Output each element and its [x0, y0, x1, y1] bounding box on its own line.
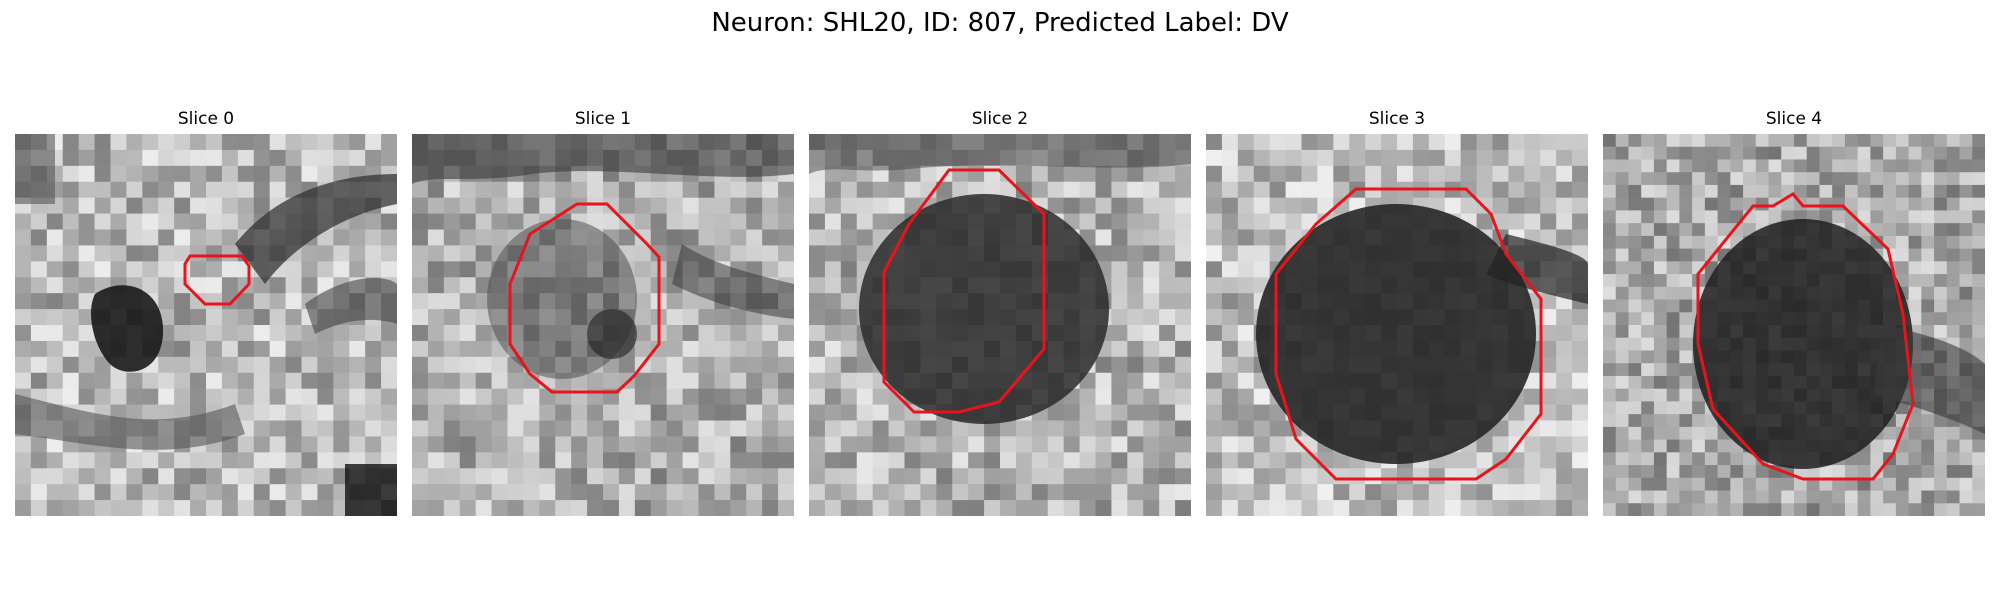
dark-fiber: [1873, 324, 1985, 434]
dark-fiber: [15, 394, 245, 450]
dark-fiber: [412, 134, 794, 184]
contour-line: [508, 202, 661, 394]
dark-corner: [345, 464, 397, 516]
contour-line: [1696, 192, 1915, 481]
slice-image-0-svg: [15, 134, 397, 516]
cell-body: [587, 309, 637, 359]
dark-fiber: [305, 278, 397, 334]
slice-title-2: Slice 2: [971, 109, 1029, 129]
slice-image-1-svg: [412, 134, 794, 516]
slice-title-4: Slice 4: [1765, 109, 1823, 129]
dark-fiber: [809, 134, 1191, 174]
contour-line: [183, 254, 251, 306]
dark-fiber: [672, 244, 794, 319]
dark-fiber: [235, 174, 397, 284]
cell-body: [1256, 204, 1536, 464]
cell-body: [859, 194, 1109, 424]
cell-body: [1693, 219, 1913, 469]
slice-image-1: [412, 134, 794, 516]
dark-corner: [15, 134, 55, 204]
dark-fiber: [1486, 234, 1588, 304]
slice-image-4: [1603, 134, 1985, 516]
blob: [90, 285, 164, 372]
slice-image-3: [1206, 134, 1588, 516]
pixel-grid: [15, 134, 397, 516]
slice-title-0: Slice 0: [177, 109, 235, 129]
figure-title: Neuron: SHL20, ID: 807, Predicted Label:…: [711, 8, 1289, 38]
slice-title-3: Slice 3: [1368, 109, 1426, 129]
contour-line: [1274, 187, 1543, 481]
slice-image-3-svg: [1206, 134, 1588, 516]
slice-image-4-svg: [1603, 134, 1985, 516]
slice-title-1: Slice 1: [574, 109, 632, 129]
slice-image-0: [15, 134, 397, 516]
slice-image-2: [809, 134, 1191, 516]
slice-image-2-svg: [809, 134, 1191, 516]
contour-line: [882, 168, 1046, 414]
